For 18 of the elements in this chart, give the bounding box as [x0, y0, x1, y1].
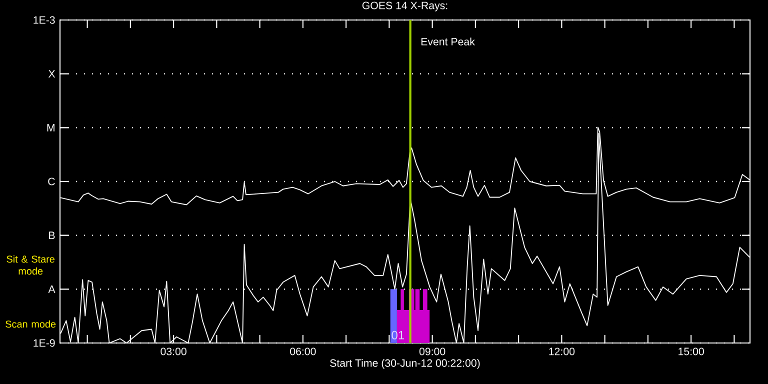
y-tick-label: 1E-3 [34, 16, 55, 24]
x-tick-label: 12:00 [549, 348, 575, 356]
y-tick-label: X [48, 70, 56, 78]
y-tick-label: B [49, 232, 55, 239]
x-axis-title: Start Time (30-Jun-12 00:22:00) [330, 359, 480, 369]
chart-title: GOES 14 X-Rays: [362, 2, 448, 12]
text: Scan mode [6, 320, 56, 328]
y-tick-label: M [47, 124, 54, 132]
x-tick-label: 09:00 [419, 348, 446, 356]
y-tick-label: A [48, 286, 56, 293]
x-tick-label: 15:00 [678, 348, 704, 356]
annotation: 01 [392, 330, 404, 340]
ref-line-label: Event Peak [421, 38, 475, 46]
y-tick-label: 1E-9 [34, 339, 55, 347]
y-tick-label: C [48, 178, 55, 186]
x-tick-label: 03:00 [160, 348, 186, 356]
x-tick-label: 06:00 [290, 348, 316, 356]
text: Sit & Stare mode [6, 255, 55, 275]
